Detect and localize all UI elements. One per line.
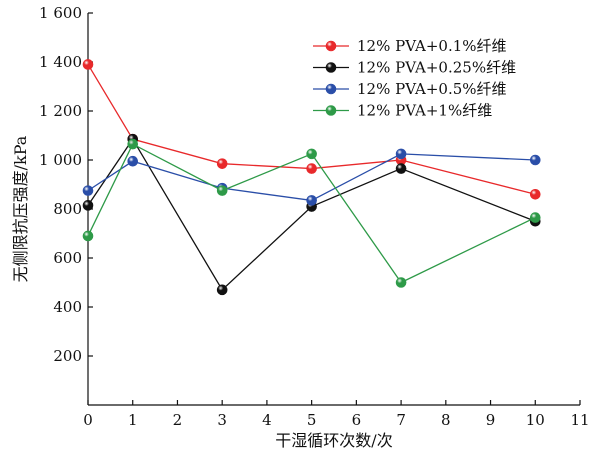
y-tick-label: 400: [53, 298, 82, 316]
data-point: [529, 212, 541, 223]
y-tick-label: 1 600: [39, 4, 82, 22]
x-tick-label: 4: [262, 411, 272, 429]
x-tick-label: 5: [307, 411, 317, 429]
series-layer: [82, 59, 541, 296]
legend-marker: [325, 62, 337, 73]
data-point: [216, 158, 228, 169]
x-tick-label: 7: [396, 411, 406, 429]
y-tick-label: 200: [53, 347, 82, 365]
x-tick-label: 2: [173, 411, 183, 429]
data-point: [306, 195, 317, 206]
x-tick-label: 10: [526, 411, 545, 429]
y-tick-label: 800: [53, 200, 82, 218]
x-tick-label: 9: [486, 411, 496, 429]
x-axis-title: 干湿循环次数/次: [275, 431, 392, 450]
legend-label: 12% PVA+0.25%纤维: [357, 59, 516, 77]
series-12-pva-1: [82, 138, 541, 288]
legend-item: 12% PVA+1%纤维: [313, 102, 492, 120]
data-point: [82, 185, 94, 196]
data-point: [306, 148, 317, 160]
legend-item: 12% PVA+0.25%纤维: [313, 59, 516, 77]
x-tick-label: 1: [128, 411, 138, 429]
series-line: [87, 153, 536, 202]
y-tick-label: 1 200: [39, 102, 82, 120]
x-tick-label: 8: [441, 411, 451, 429]
series-line: [87, 143, 536, 284]
data-point: [82, 59, 94, 70]
y-tick-label: 600: [53, 249, 82, 267]
legend-label: 12% PVA+1%纤维: [357, 102, 492, 120]
data-point: [127, 155, 139, 167]
y-axis-title: 无侧限抗压强度/kPa: [11, 135, 30, 282]
legend-marker: [325, 105, 337, 116]
legend: 12% PVA+0.1%纤维 12% PVA+0.25%纤维 12% PVA+0.5…: [313, 37, 516, 120]
legend-label: 12% PVA+0.1%纤维: [357, 37, 507, 55]
legend-marker: [325, 40, 337, 52]
data-point: [127, 138, 139, 150]
data-point: [529, 154, 541, 166]
x-axis-ticks: 0 1 2 3 4 5 6 7 8 9 10 11: [83, 400, 590, 429]
data-point: [216, 284, 228, 296]
data-point: [529, 189, 541, 200]
x-tick-label: 6: [352, 411, 362, 429]
y-tick-label: 1 400: [39, 53, 82, 71]
y-tick-label: 1 000: [39, 151, 82, 169]
data-point: [395, 148, 407, 160]
legend-item: 12% PVA+0.1%纤维: [313, 37, 507, 55]
data-point: [306, 163, 317, 174]
series-line: [87, 64, 536, 195]
x-tick-label: 0: [83, 411, 93, 429]
legend-label: 12% PVA+0.5%纤维: [357, 80, 507, 98]
data-point: [395, 277, 407, 288]
legend-marker: [325, 83, 337, 95]
data-point: [82, 200, 94, 211]
data-point: [216, 185, 228, 196]
data-point: [395, 163, 407, 174]
series-line: [87, 137, 536, 291]
x-tick-label: 11: [570, 411, 589, 429]
legend-item: 12% PVA+0.5%纤维: [313, 80, 507, 98]
x-tick-label: 3: [217, 411, 227, 429]
y-axis-ticks: 200 400 600 800 1 000 1 200 1 400 1 600: [39, 4, 93, 365]
data-point: [82, 230, 94, 242]
